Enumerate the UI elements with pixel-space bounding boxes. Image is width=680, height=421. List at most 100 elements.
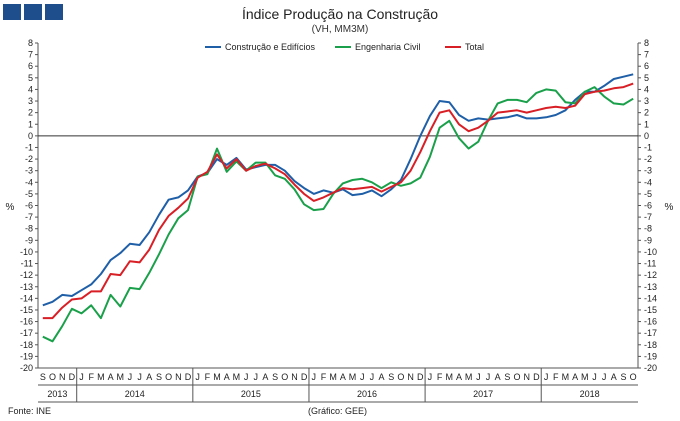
year-label: 2013: [47, 389, 67, 399]
x-tick-label: J: [592, 372, 597, 382]
y-tick-label-right: 0: [644, 131, 649, 141]
x-tick-label: J: [360, 372, 365, 382]
logo-block: [24, 4, 42, 20]
y-axis-label-left: %: [6, 202, 15, 213]
y-tick-label-left: 3: [28, 96, 33, 106]
x-tick-label: F: [321, 372, 327, 382]
x-tick-label: S: [620, 372, 626, 382]
axes: 8 87 76 65 54 43 32 21 10 0-1 -1-2 -2-3 -3-4 -4-5 -5-6…: [6, 38, 674, 403]
y-tick-label-right: -6: [644, 201, 652, 211]
x-tick-label: M: [213, 372, 221, 382]
y-tick-label-right: -18: [644, 340, 657, 350]
chart-title: Índice Produção na Construção: [241, 6, 439, 22]
y-tick-label-left: -13: [20, 282, 33, 292]
y-tick-label-left: -14: [20, 293, 33, 303]
x-tick-label: M: [117, 372, 125, 382]
x-tick-label: A: [224, 372, 230, 382]
y-tick-label-right: 7: [644, 50, 649, 60]
y-tick-label-left: -1: [25, 142, 33, 152]
x-tick-label: F: [437, 372, 443, 382]
legend: Construção e Edifícios Engenharia Civil To…: [205, 42, 484, 52]
y-tick-label-left: -15: [20, 305, 33, 315]
source-note: Fonte: INE: [8, 406, 52, 416]
x-tick-label: J: [244, 372, 249, 382]
y-tick-label-right: -7: [644, 212, 652, 222]
x-tick-label: D: [417, 372, 424, 382]
x-tick-label: M: [349, 372, 357, 382]
y-tick-label-right: -3: [644, 166, 652, 176]
x-tick-label: D: [69, 372, 76, 382]
y-tick-label-right: -4: [644, 177, 652, 187]
x-tick-label: M: [465, 372, 473, 382]
x-tick-label: A: [340, 372, 346, 382]
x-tick-label: N: [523, 372, 530, 382]
y-tick-label-right: 1: [644, 119, 649, 129]
y-tick-label-left: -8: [25, 224, 33, 234]
y-tick-label-left: -11: [21, 259, 33, 269]
y-tick-label-right: -10: [644, 247, 657, 257]
y-tick-label-left: 2: [28, 108, 33, 118]
x-tick-label: J: [602, 372, 607, 382]
x-tick-label: D: [301, 372, 308, 382]
year-label: 2014: [125, 389, 145, 399]
x-tick-label: J: [137, 372, 142, 382]
y-tick-label-left: -3: [25, 166, 33, 176]
x-tick-label: F: [205, 372, 211, 382]
y-tick-label-left: 1: [28, 119, 33, 129]
year-label: 2017: [473, 389, 493, 399]
y-tick-label-left: -18: [20, 340, 33, 350]
x-tick-label: M: [233, 372, 241, 382]
x-tick-label: A: [572, 372, 578, 382]
y-tick-label-right: -20: [644, 363, 657, 373]
x-tick-label: J: [195, 372, 200, 382]
year-label: 2015: [241, 389, 261, 399]
y-axis-label-right: %: [665, 202, 674, 213]
x-tick-label: D: [185, 372, 192, 382]
y-tick-label-right: -12: [644, 270, 657, 280]
x-tick-label: M: [446, 372, 454, 382]
logo-block: [3, 4, 21, 20]
x-tick-label: O: [630, 372, 637, 382]
x-tick-label: J: [253, 372, 258, 382]
y-tick-label-right: -8: [644, 224, 652, 234]
x-tick-label: M: [329, 372, 337, 382]
x-tick-label: J: [312, 372, 317, 382]
x-tick-label: S: [272, 372, 278, 382]
y-tick-label-left: 6: [28, 61, 33, 71]
x-tick-label: S: [156, 372, 162, 382]
y-tick-label-right: 8: [644, 38, 649, 48]
y-tick-label-left: 7: [28, 50, 33, 60]
x-tick-label: A: [611, 372, 617, 382]
x-tick-label: M: [562, 372, 570, 382]
ine-logo: [3, 4, 63, 20]
y-tick-label-left: -12: [20, 270, 33, 280]
y-tick-label-left: -6: [25, 201, 33, 211]
y-tick-label-right: -17: [644, 328, 657, 338]
y-tick-label-right: -5: [644, 189, 652, 199]
series-layer: [42, 73, 634, 343]
year-label: 2018: [580, 389, 600, 399]
y-tick-label-left: 5: [28, 73, 33, 83]
y-tick-label-left: -9: [25, 235, 33, 245]
y-tick-label-left: -4: [25, 177, 33, 187]
y-tick-label-left: 4: [28, 84, 33, 94]
x-tick-label: O: [281, 372, 288, 382]
y-tick-label-left: 0: [28, 131, 33, 141]
chart-subtitle: (VH, MM3M): [311, 24, 369, 35]
y-tick-label-right: -19: [644, 351, 657, 361]
x-tick-label: J: [486, 372, 491, 382]
x-tick-label: N: [407, 372, 414, 382]
x-tick-label: S: [504, 372, 510, 382]
y-tick-label-right: -14: [644, 293, 657, 303]
x-tick-label: M: [97, 372, 105, 382]
x-tick-label: J: [370, 372, 375, 382]
x-tick-label: J: [476, 372, 481, 382]
x-tick-label: O: [514, 372, 521, 382]
x-tick-label: A: [495, 372, 501, 382]
y-tick-label-left: -16: [20, 317, 33, 327]
y-tick-label-right: 2: [644, 108, 649, 118]
x-tick-label: O: [397, 372, 404, 382]
credit-note: (Gráfico: GEE): [308, 406, 368, 416]
x-tick-label: S: [388, 372, 394, 382]
